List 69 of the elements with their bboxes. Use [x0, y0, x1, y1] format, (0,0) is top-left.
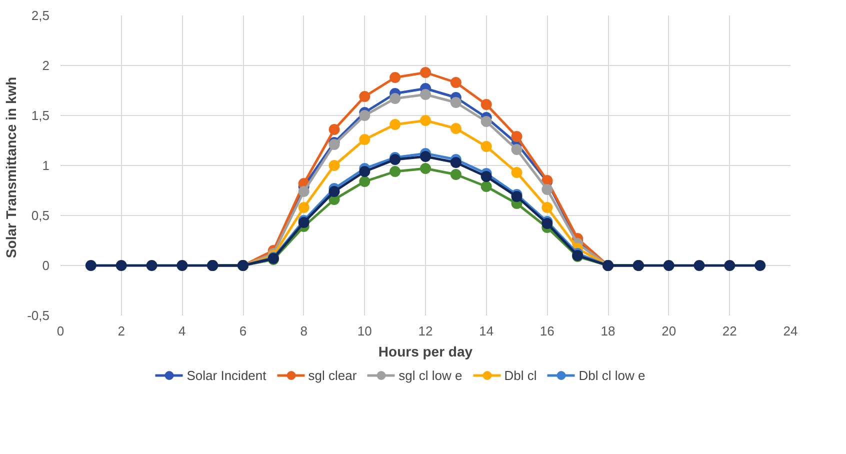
point	[390, 93, 401, 104]
y-tick-label: 1	[42, 158, 50, 173]
y-axis-title: Solar Transmittance in kwh	[3, 76, 20, 258]
y-tick-label: 0,5	[31, 208, 50, 223]
x-tick-label: 18	[600, 324, 616, 338]
point	[328, 186, 340, 197]
point	[328, 124, 340, 135]
point	[298, 202, 310, 213]
legend-label: sgl cl low e	[398, 368, 462, 382]
x-tick-label: 4	[178, 324, 186, 338]
point	[480, 141, 492, 152]
point	[359, 176, 370, 187]
point	[116, 260, 127, 271]
point	[480, 99, 492, 110]
point	[420, 151, 431, 162]
point	[542, 202, 553, 213]
x-tick-label: 14	[479, 324, 494, 338]
x-tick-label: 20	[662, 324, 676, 338]
point	[146, 260, 158, 271]
point	[542, 184, 553, 195]
point	[176, 260, 188, 271]
x-tick-label: 24	[783, 324, 798, 338]
point	[359, 91, 370, 102]
point	[85, 260, 96, 271]
point	[724, 260, 736, 271]
point	[450, 123, 462, 134]
point	[328, 160, 340, 171]
x-tick-label: 6	[239, 324, 247, 338]
y-tick-label: 0	[42, 258, 50, 273]
point	[754, 260, 766, 271]
point	[420, 163, 431, 174]
x-axis-title: Hours per day	[378, 344, 473, 360]
legend-label: Dbl cl low e	[578, 368, 646, 382]
x-tick-label: 10	[357, 324, 372, 338]
point	[359, 166, 370, 177]
y-tick-label: -0,5	[27, 308, 50, 323]
point	[511, 167, 522, 178]
point	[511, 131, 522, 142]
point	[390, 72, 401, 83]
x-tick-label: 2	[118, 324, 125, 338]
x-tick-label: 0	[56, 324, 64, 338]
point	[694, 260, 705, 271]
point	[480, 181, 492, 192]
point	[663, 260, 674, 271]
legend-label: Solar Incident	[186, 368, 266, 382]
point	[420, 67, 431, 78]
point	[359, 110, 370, 121]
point	[480, 116, 492, 127]
point	[390, 119, 401, 130]
point	[450, 97, 462, 108]
point	[450, 169, 462, 180]
y-tick-label: 1,5	[31, 108, 50, 123]
point	[480, 171, 492, 182]
point	[450, 157, 462, 168]
point	[511, 144, 522, 155]
legend-label: Dbl cl	[504, 368, 537, 382]
point	[298, 186, 310, 197]
legend-label: sgl clear	[308, 368, 357, 382]
point	[450, 77, 462, 88]
x-tick-label: 22	[722, 324, 737, 338]
point	[420, 115, 431, 126]
x-tick-label: 8	[300, 324, 308, 338]
x-tick-label: 12	[418, 324, 433, 338]
point	[359, 134, 370, 145]
x-tick-label: 16	[540, 324, 554, 338]
point	[420, 89, 431, 100]
y-tick-label: 2	[42, 58, 50, 73]
point	[390, 166, 401, 177]
y-tick-label: 2,5	[31, 8, 50, 23]
